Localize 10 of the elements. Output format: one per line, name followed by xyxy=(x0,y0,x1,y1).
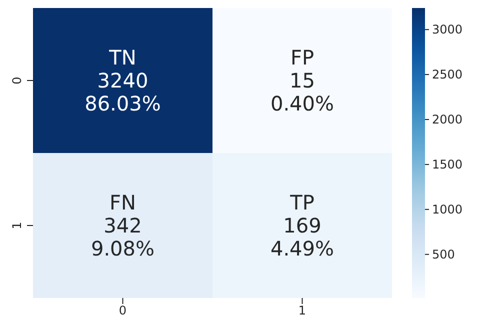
data-label: FP 15 0.40% xyxy=(270,46,334,116)
data-label: TN 3240 86.03% xyxy=(84,46,161,116)
color-bar-label: 1500 xyxy=(432,157,463,172)
data-label: TP 169 4.49% xyxy=(270,190,334,260)
color-bar-label: 1000 xyxy=(432,202,463,216)
color-bar-label: 3000 xyxy=(432,22,463,37)
color-bar-label: 2000 xyxy=(432,112,463,127)
data-label: FN 342 9.08% xyxy=(90,190,155,260)
color-bar-label: 500 xyxy=(432,247,455,262)
color-bar-label: 2500 xyxy=(432,68,463,82)
